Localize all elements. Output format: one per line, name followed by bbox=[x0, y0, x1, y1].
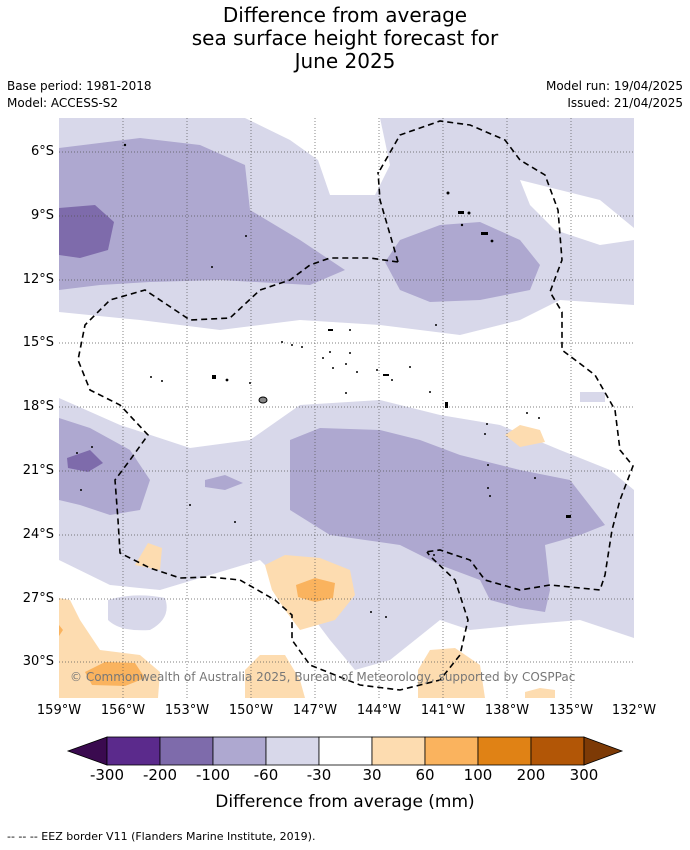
meta-right: Model run: 19/04/2025 Issued: 21/04/2025 bbox=[546, 78, 683, 112]
islands bbox=[76, 143, 571, 618]
lon-label-141w: 141°W bbox=[420, 703, 466, 718]
colorbar-tick: -200 bbox=[142, 766, 178, 784]
anomaly-region-positive-west bbox=[135, 543, 162, 570]
title-line-3: June 2025 bbox=[294, 49, 396, 73]
anomaly-region-medium-southwest bbox=[59, 418, 150, 515]
lat-label-6s: 6°S bbox=[30, 144, 54, 159]
colorbar-bin-9 bbox=[530, 736, 585, 766]
colorbar-extend-high bbox=[583, 736, 624, 766]
colorbar-bin-4 bbox=[265, 736, 320, 766]
eez-border-french-polynesia bbox=[379, 120, 634, 591]
colorbar-bin-1 bbox=[106, 736, 161, 766]
colorbar bbox=[66, 736, 624, 766]
colorbar-bin-7 bbox=[424, 736, 479, 766]
title-line-2: sea surface height forecast for bbox=[191, 26, 499, 50]
anomaly-region-strong-southwest bbox=[67, 450, 103, 472]
colorbar-tick: 60 bbox=[415, 766, 435, 784]
colorbar-bin-8 bbox=[477, 736, 532, 766]
map-plot-area: © Commonwealth of Australia 2025, Bureau… bbox=[59, 118, 634, 698]
model-name: Model: ACCESS-S2 bbox=[7, 96, 119, 110]
anomaly-region-positive-east bbox=[505, 425, 545, 447]
eez-legend-note: -- -- -- EEZ border V11 (Flanders Marine… bbox=[7, 830, 316, 843]
lat-label-15s: 15°S bbox=[22, 335, 54, 350]
eez-border-cook-islands bbox=[77, 171, 469, 691]
anomaly-region-light-east bbox=[580, 392, 605, 402]
lat-label-9s: 9°S bbox=[30, 208, 54, 223]
lat-label-12s: 12°S bbox=[22, 272, 54, 287]
anomaly-region-medium-west bbox=[59, 138, 345, 290]
lon-label-144w: 144°W bbox=[356, 703, 402, 718]
meta-left: Base period: 1981-2018 Model: ACCESS-S2 bbox=[7, 78, 152, 112]
lat-label-30s: 30°S bbox=[22, 654, 54, 669]
issued-date: Issued: 21/04/2025 bbox=[567, 96, 683, 110]
colorbar-tick: 100 bbox=[463, 766, 493, 784]
lon-label-159w: 159°W bbox=[36, 703, 82, 718]
lon-label-150w: 150°W bbox=[228, 703, 274, 718]
lat-label-21s: 21°S bbox=[22, 463, 54, 478]
neutral-gap-east bbox=[520, 180, 634, 245]
anomaly-region-positive-medium-central bbox=[296, 578, 335, 602]
colorbar-tick: 30 bbox=[362, 766, 382, 784]
lat-label-27s: 27°S bbox=[22, 591, 54, 606]
anomaly-region-positive-south bbox=[245, 655, 305, 698]
model-run: Model run: 19/04/2025 bbox=[545, 79, 683, 93]
anomaly-region-medium-small bbox=[205, 475, 243, 490]
anomaly-region-positive-far-southeast bbox=[525, 688, 555, 698]
anomaly-region-positive-medium-edge bbox=[59, 625, 63, 636]
lon-label-138w: 138°W bbox=[484, 703, 530, 718]
eez-borders bbox=[77, 120, 634, 691]
anomaly-region-positive-medium-southwest bbox=[85, 662, 145, 686]
colorbar-tick: -30 bbox=[306, 766, 332, 784]
lon-label-132w: 132°W bbox=[611, 703, 657, 718]
colorbar-tick: -300 bbox=[89, 766, 125, 784]
lon-label-153w: 153°W bbox=[164, 703, 210, 718]
anomaly-region-medium-east bbox=[385, 222, 540, 302]
neutral-gap-north bbox=[245, 118, 390, 195]
copyright-notice: © Commonwealth of Australia 2025, Bureau… bbox=[70, 670, 575, 684]
lon-label-135w: 135°W bbox=[548, 703, 594, 718]
base-period: Base period: 1981-2018 bbox=[7, 79, 152, 93]
colorbar-tick: -100 bbox=[195, 766, 231, 784]
title-line-1: Difference from average bbox=[222, 3, 468, 27]
colorbar-extend-low bbox=[66, 736, 108, 766]
colorbar-tick: 300 bbox=[569, 766, 599, 784]
anomaly-region-positive-southeast bbox=[418, 648, 485, 698]
colorbar-tick: -60 bbox=[253, 766, 279, 784]
gridlines bbox=[59, 118, 634, 698]
chart-title: Difference from average sea surface heig… bbox=[0, 4, 690, 73]
colorbar-bin-2 bbox=[159, 736, 214, 766]
lon-label-156w: 156°W bbox=[100, 703, 146, 718]
colorbar-bin-5 bbox=[318, 736, 373, 766]
lat-label-24s: 24°S bbox=[22, 527, 54, 542]
lat-label-18s: 18°S bbox=[22, 399, 54, 414]
anomaly-region-strong-west bbox=[59, 205, 114, 258]
colorbar-bin-6 bbox=[371, 736, 426, 766]
colorbar-bin-3 bbox=[212, 736, 267, 766]
anomaly-region-medium-central bbox=[290, 428, 605, 612]
colorbar-label: Difference from average (mm) bbox=[215, 792, 475, 812]
lon-label-147w: 147°W bbox=[292, 703, 338, 718]
colorbar-tick: 200 bbox=[516, 766, 546, 784]
